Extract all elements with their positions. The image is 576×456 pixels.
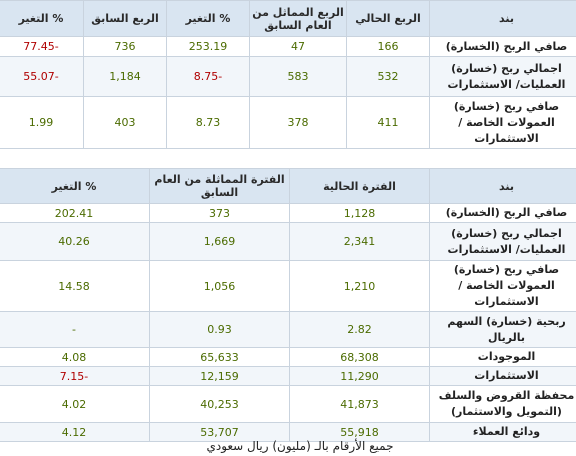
table-row: صافي ربح (خسارة) العمولات الخاصة / الاست… [0, 260, 576, 312]
row-item: اجمالي ربح (خسارة) العمليات/ الاستثمارات [429, 222, 576, 261]
cell-same: 1,669 [149, 222, 290, 261]
cell-current: 166 [346, 36, 430, 57]
cell-same: 373 [149, 203, 290, 223]
cell-change: -55.07 [0, 56, 84, 97]
header-change-qoq: % التغير [0, 0, 84, 37]
cell-same: 378 [249, 96, 347, 149]
table-row: صافي ربح (خسارة) العمولات الخاصة / الاست… [0, 96, 576, 149]
cell-current: 2.82 [289, 311, 430, 348]
cell-change: -7.15 [0, 366, 150, 386]
cell-change: 1.99 [0, 96, 84, 149]
header-change-yoy: % التغير [166, 0, 250, 37]
units-footnote: جميع الأرقام بالـ (مليون) ريال سعودي [206, 439, 394, 453]
table-row: الاستثمارات 11,290 12,159 -7.15 [0, 366, 576, 386]
cell-current: 2,341 [289, 222, 430, 261]
row-item: الاستثمارات [429, 366, 576, 386]
cell-current: 55,918 [289, 422, 430, 442]
header-previous-quarter: الربع السابق [83, 0, 167, 37]
table-row: اجمالي ربح (خسارة) العمليات/ الاستثمارات… [0, 222, 576, 261]
table-row: اجمالي ربح (خسارة) العمليات/ الاستثمارات… [0, 56, 576, 97]
header-current-quarter: الربع الحالي [346, 0, 430, 37]
cell-current: 41,873 [289, 385, 430, 423]
cell-change: 8.73 [166, 96, 250, 149]
cell-same: 53,707 [149, 422, 290, 442]
cell-same: 40,253 [149, 385, 290, 423]
header-item: بند [429, 168, 576, 204]
row-item: اجمالي ربح (خسارة) العمليات/ الاستثمارات [429, 56, 576, 97]
cell-change: -8.75 [166, 56, 250, 97]
cell-change: - [0, 311, 150, 348]
row-item: صافي ربح (خسارة) العمولات الخاصة / الاست… [429, 96, 576, 149]
row-item: ودائع العملاء [429, 422, 576, 442]
cell-change: 253.19 [166, 36, 250, 57]
cell-change: 4.02 [0, 385, 150, 423]
cell-current: 1,210 [289, 260, 430, 312]
header-current-period: الفترة الحالية [289, 168, 430, 204]
cell-previous: 1,184 [83, 56, 167, 97]
cell-same: 1,056 [149, 260, 290, 312]
row-item: صافي الربح (الخسارة) [429, 203, 576, 223]
cell-same: 12,159 [149, 366, 290, 386]
cell-change: 202.41 [0, 203, 150, 223]
period-header-row: بند الفترة الحالية الفترة المماثلة من ال… [0, 168, 576, 204]
header-same-period-last-year: الفترة المماثلة من العام السابق [149, 168, 290, 204]
cell-change: 4.08 [0, 347, 150, 367]
header-change: % التغير [0, 168, 150, 204]
table-row: ربحية (خسارة) السهم بالريال 2.82 0.93 - [0, 311, 576, 348]
row-item: صافي ربح (خسارة) العمولات الخاصة / الاست… [429, 260, 576, 312]
cell-change: -77.45 [0, 36, 84, 57]
cell-same: 0.93 [149, 311, 290, 348]
table-row: الموجودات 68,308 65,633 4.08 [0, 347, 576, 367]
cell-current: 532 [346, 56, 430, 97]
cell-current: 411 [346, 96, 430, 149]
cell-change: 4.12 [0, 422, 150, 442]
period-table: بند الفترة الحالية الفترة المماثلة من ال… [0, 168, 576, 442]
cell-current: 1,128 [289, 203, 430, 223]
cell-change: 40.26 [0, 222, 150, 261]
table-row: صافي الربح (الخسارة) 166 47 253.19 736 -… [0, 36, 576, 57]
cell-same: 583 [249, 56, 347, 97]
table-row: ودائع العملاء 55,918 53,707 4.12 [0, 422, 576, 442]
cell-same: 47 [249, 36, 347, 57]
cell-previous: 736 [83, 36, 167, 57]
quarterly-header-row: بند الربع الحالي الربع المماثل من العام … [0, 0, 576, 37]
row-item: الموجودات [429, 347, 576, 367]
quarterly-table: بند الربع الحالي الربع المماثل من العام … [0, 0, 576, 149]
cell-previous: 403 [83, 96, 167, 149]
cell-current: 68,308 [289, 347, 430, 367]
row-item: صافي الربح (الخسارة) [429, 36, 576, 57]
table-row: محفظة القروض والسلف (التمويل والاستثمار)… [0, 385, 576, 423]
cell-change: 14.58 [0, 260, 150, 312]
row-item: ربحية (خسارة) السهم بالريال [429, 311, 576, 348]
row-item: محفظة القروض والسلف (التمويل والاستثمار) [429, 385, 576, 423]
header-same-quarter-last-year: الربع المماثل من العام السابق [249, 0, 347, 37]
cell-same: 65,633 [149, 347, 290, 367]
table-row: صافي الربح (الخسارة) 1,128 373 202.41 [0, 203, 576, 223]
header-item: بند [429, 0, 576, 37]
cell-current: 11,290 [289, 366, 430, 386]
